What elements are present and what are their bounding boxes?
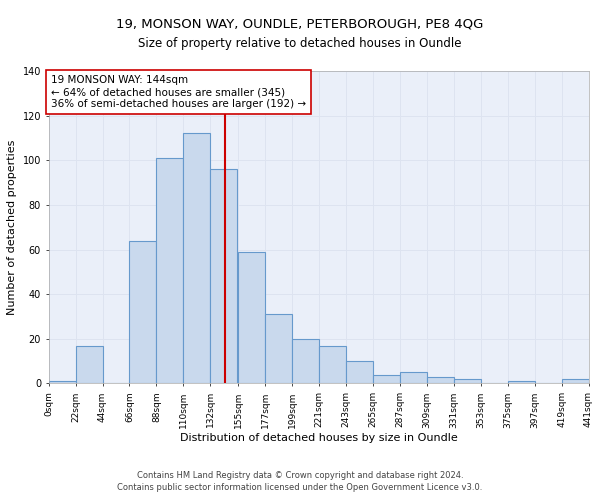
Bar — [184, 134, 210, 384]
Bar — [292, 339, 319, 384]
Bar — [49, 382, 76, 384]
Bar — [157, 158, 184, 384]
Text: Contains HM Land Registry data © Crown copyright and database right 2024.
Contai: Contains HM Land Registry data © Crown c… — [118, 471, 482, 492]
Bar — [238, 252, 265, 384]
Bar — [427, 377, 454, 384]
Bar — [400, 372, 427, 384]
X-axis label: Distribution of detached houses by size in Oundle: Distribution of detached houses by size … — [180, 433, 457, 443]
Bar — [210, 169, 237, 384]
Bar — [76, 346, 103, 384]
Bar — [454, 379, 481, 384]
Bar — [373, 374, 400, 384]
Bar — [265, 314, 292, 384]
Y-axis label: Number of detached properties: Number of detached properties — [7, 140, 17, 315]
Bar — [319, 346, 346, 384]
Bar — [562, 379, 589, 384]
Bar — [130, 240, 157, 384]
Bar — [346, 361, 373, 384]
Text: Size of property relative to detached houses in Oundle: Size of property relative to detached ho… — [138, 38, 462, 51]
Text: 19 MONSON WAY: 144sqm
← 64% of detached houses are smaller (345)
36% of semi-det: 19 MONSON WAY: 144sqm ← 64% of detached … — [51, 76, 306, 108]
Bar — [508, 382, 535, 384]
Text: 19, MONSON WAY, OUNDLE, PETERBOROUGH, PE8 4QG: 19, MONSON WAY, OUNDLE, PETERBOROUGH, PE… — [116, 18, 484, 30]
